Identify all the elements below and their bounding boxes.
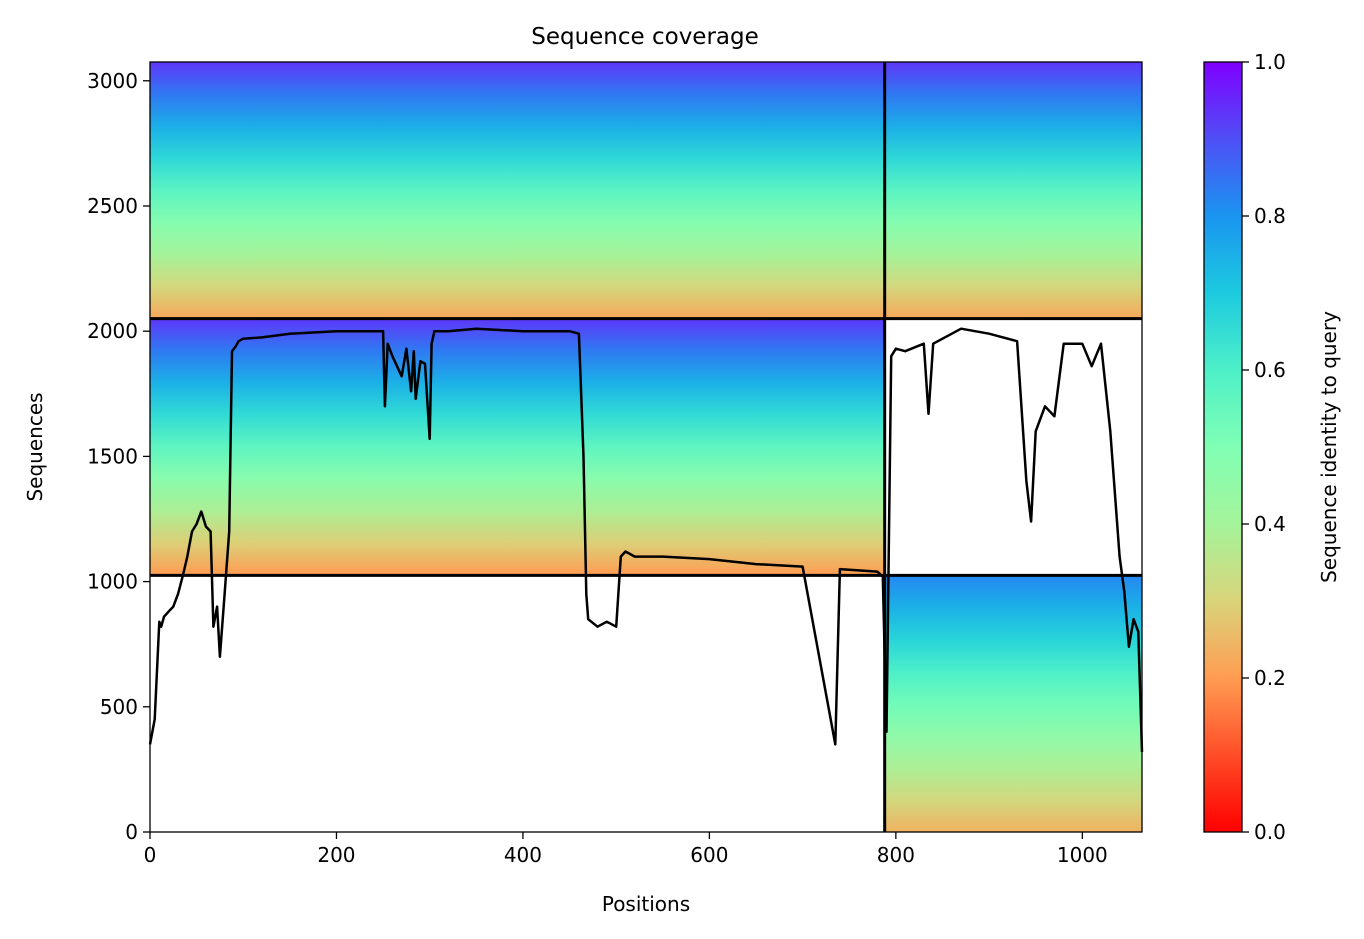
coverage-line-path <box>148 327 1144 752</box>
plot-frame <box>149 61 1143 833</box>
colorbar-tick-label: 0.6 <box>1254 358 1286 382</box>
y-tick-label: 500 <box>100 695 138 719</box>
colorbar-tick-label: 0.8 <box>1254 204 1286 228</box>
coverage-block <box>884 575 1142 832</box>
coverage-block <box>150 318 885 576</box>
colorbar: 0.0 0.2 0.4 0.6 0.8 1.0 Sequence identity to … <box>1203 50 1341 844</box>
y-tick-label: 2000 <box>87 319 138 343</box>
coverage-heatmap <box>150 62 1142 832</box>
x-tick-label: 800 <box>877 843 915 867</box>
y-axis-title: Sequences <box>23 392 47 501</box>
x-tick-label: 400 <box>504 843 542 867</box>
x-tick-label: 1000 <box>1057 843 1108 867</box>
coverage-block <box>884 62 1142 319</box>
y-axis: 0 500 1000 1500 2000 2500 3000 <box>87 69 150 844</box>
coverage-block <box>150 62 885 319</box>
plot-border <box>149 61 1143 833</box>
x-tick-label: 600 <box>690 843 728 867</box>
x-tick-label: 0 <box>144 843 157 867</box>
y-tick-label: 3000 <box>87 69 138 93</box>
y-tick-label: 0 <box>125 820 138 844</box>
y-tick-label: 1500 <box>87 444 138 468</box>
colorbar-ticks: 0.0 0.2 0.4 0.6 0.8 1.0 <box>1242 50 1286 844</box>
colorbar-tick-label: 0.4 <box>1254 512 1286 536</box>
colorbar-tick-label: 0.0 <box>1254 820 1286 844</box>
colorbar-tick-label: 1.0 <box>1254 50 1286 74</box>
coverage-line <box>148 327 1144 752</box>
y-tick-label: 1000 <box>87 570 138 594</box>
colorbar-bar <box>1203 61 1243 833</box>
y-tick-label: 2500 <box>87 194 138 218</box>
chart-title: Sequence coverage <box>531 24 759 50</box>
x-tick-label: 200 <box>317 843 355 867</box>
colorbar-tick-label: 0.2 <box>1254 666 1286 690</box>
x-axis: 0 200 400 600 800 1000 <box>144 832 1108 867</box>
colorbar-title: Sequence identity to query <box>1317 311 1341 583</box>
x-axis-title: Positions <box>602 892 690 916</box>
